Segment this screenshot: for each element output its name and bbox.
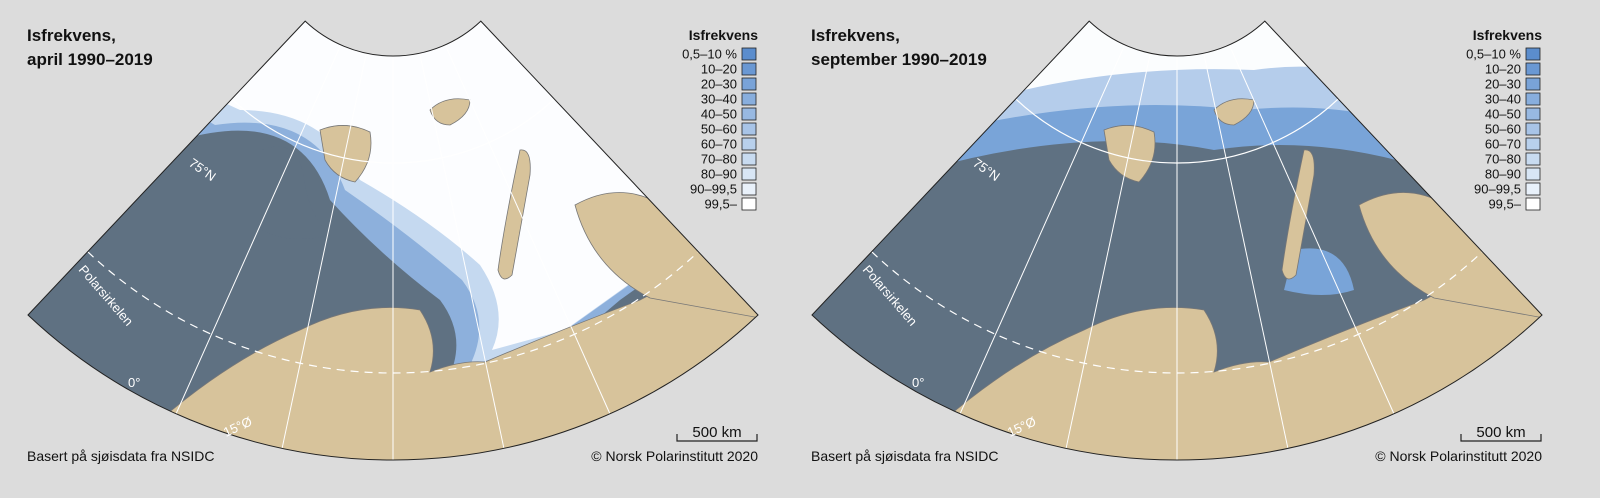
legend-swatch	[1525, 47, 1541, 61]
legend-swatch	[741, 92, 757, 106]
legend-swatch	[1525, 137, 1541, 151]
meridian	[281, 53, 367, 449]
credit: © Norsk Polarinstitutt 2020	[1375, 448, 1542, 464]
meridian	[1203, 53, 1289, 449]
legend-swatch	[1525, 167, 1541, 181]
legend-label: 30–40	[1485, 92, 1521, 107]
sea-ice	[262, 146, 330, 239]
legend-label: 70–80	[701, 152, 737, 167]
land	[1358, 192, 1543, 319]
arctic-circle	[871, 251, 1483, 374]
meridian	[444, 44, 611, 414]
legend-swatch	[1525, 92, 1541, 106]
credit: © Norsk Polarinstitutt 2020	[591, 448, 758, 464]
fan-outline	[27, 20, 759, 461]
meridian-label: 0°	[912, 375, 924, 390]
fan-outline	[811, 20, 1543, 461]
legend-swatch	[1525, 122, 1541, 136]
sea-ice	[1284, 248, 1354, 295]
meridian	[959, 44, 1126, 414]
legend-label: 50–60	[1485, 122, 1521, 137]
legend-swatch	[741, 62, 757, 76]
meridian	[419, 53, 505, 449]
legend-label: 60–70	[701, 137, 737, 152]
legend-swatch	[741, 197, 757, 211]
meridian	[175, 44, 342, 414]
legend-label: 90–99,5	[1474, 182, 1521, 197]
legend-label: 20–30	[701, 77, 737, 92]
legend-label: 0,5–10 %	[1466, 47, 1521, 62]
legend-swatch	[1525, 182, 1541, 196]
legend-swatch	[1525, 197, 1541, 211]
legend-label: 30–40	[701, 92, 737, 107]
meridian	[1228, 44, 1395, 414]
scale-bar	[1460, 434, 1542, 442]
parallel-75n	[1015, 98, 1339, 164]
land	[497, 149, 531, 280]
legend-title: Isfrekvens	[1473, 27, 1542, 43]
legend-label: 80–90	[1485, 167, 1521, 182]
legend-swatch	[741, 182, 757, 196]
legend-title: Isfrekvens	[689, 27, 758, 43]
legend-swatch	[1525, 62, 1541, 76]
arctic-circle	[87, 251, 699, 374]
source-note: Basert på sjøisdata fra NSIDC	[811, 448, 999, 464]
meridian	[1065, 53, 1151, 449]
legend-label: 20–30	[1485, 77, 1521, 92]
scale-label: 500 km	[1476, 424, 1525, 441]
legend-label: 80–90	[701, 167, 737, 182]
legend-swatch	[741, 107, 757, 121]
legend-label: 40–50	[1485, 107, 1521, 122]
parallel-75n	[231, 98, 555, 164]
panel-title: Isfrekvens,	[27, 26, 116, 45]
land	[429, 98, 471, 126]
land	[574, 192, 759, 319]
panel-title: Isfrekvens,	[811, 26, 900, 45]
legend-label: 10–20	[701, 62, 737, 77]
legend-swatch	[1525, 77, 1541, 91]
land	[1281, 149, 1315, 280]
panel-title: april 1990–2019	[27, 50, 153, 69]
legend-label: 60–70	[1485, 137, 1521, 152]
legend-swatch	[741, 77, 757, 91]
scale-bar	[676, 434, 758, 442]
panel-title: september 1990–2019	[811, 50, 987, 69]
legend-label: 99,5–	[1488, 197, 1521, 212]
legend-label: 50–60	[701, 122, 737, 137]
legend-label: 70–80	[1485, 152, 1521, 167]
source-note: Basert på sjøisdata fra NSIDC	[27, 448, 215, 464]
land	[1213, 98, 1255, 126]
legend-label: 40–50	[701, 107, 737, 122]
legend-label: 10–20	[1485, 62, 1521, 77]
legend-swatch	[741, 167, 757, 181]
legend-swatch	[741, 152, 757, 166]
legend-swatch	[1525, 152, 1541, 166]
legend-swatch	[741, 122, 757, 136]
legend-label: 99,5–	[704, 197, 737, 212]
legend-label: 90–99,5	[690, 182, 737, 197]
meridian-label: 0°	[128, 375, 140, 390]
legend-swatch	[741, 137, 757, 151]
scale-label: 500 km	[692, 424, 741, 441]
legend-label: 0,5–10 %	[682, 47, 737, 62]
legend-swatch	[741, 47, 757, 61]
legend-swatch	[1525, 107, 1541, 121]
